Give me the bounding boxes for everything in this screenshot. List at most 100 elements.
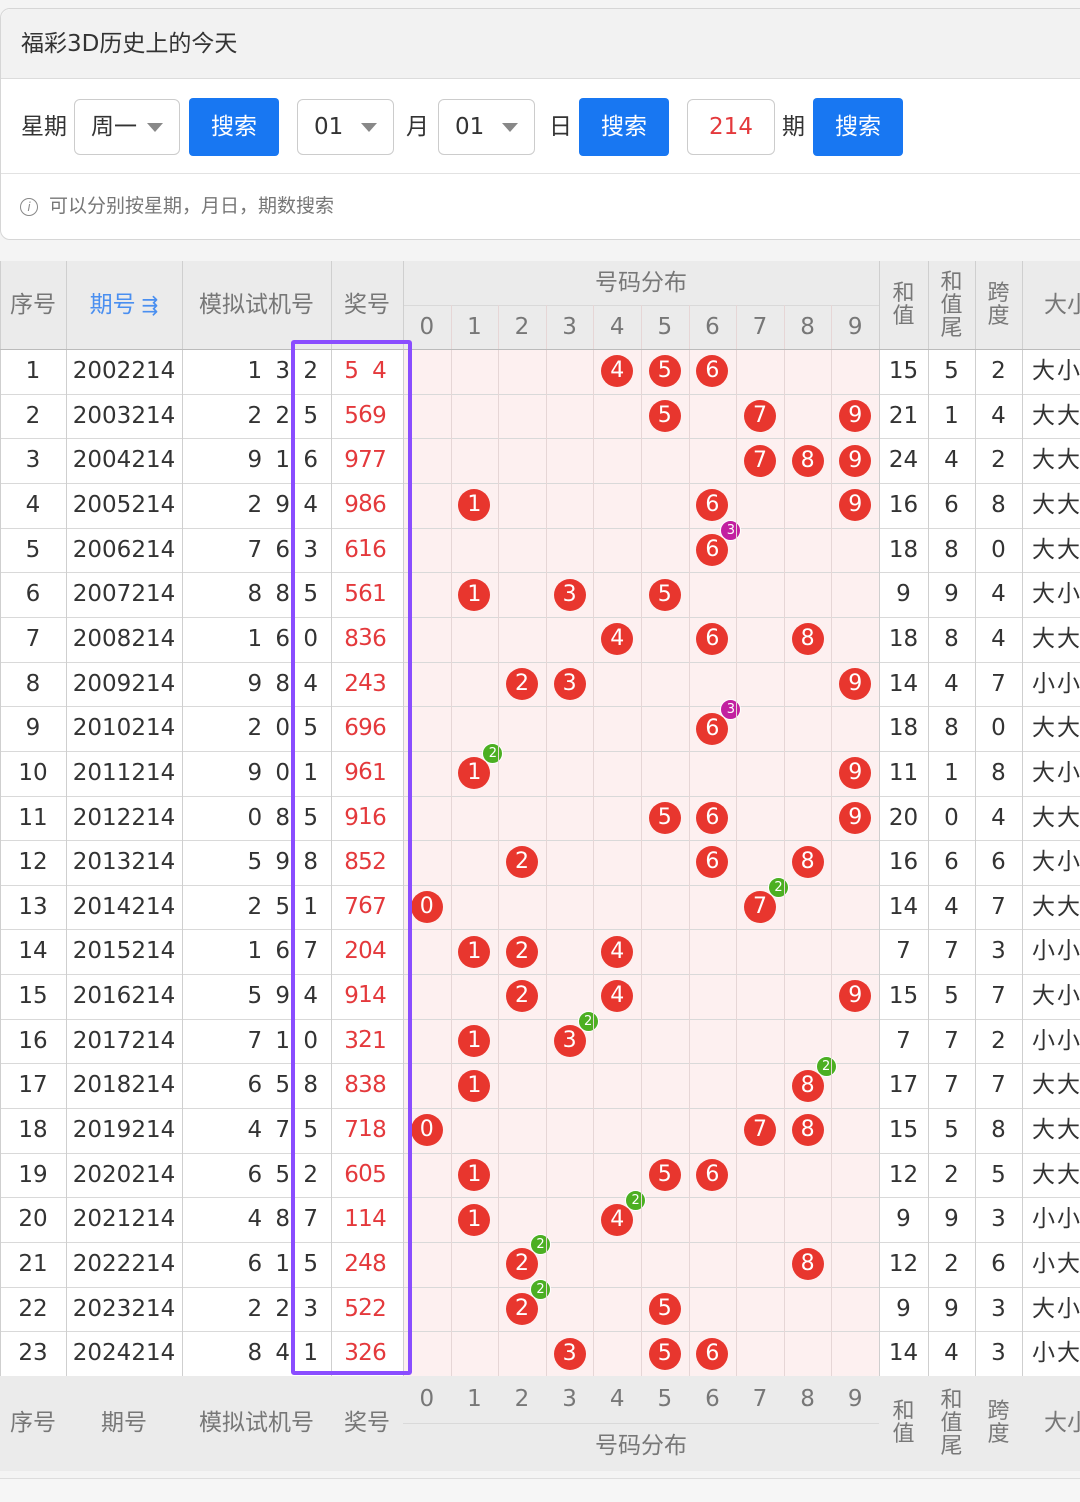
seq-cell: 1 (25, 358, 41, 384)
seq-cell: 15 (18, 983, 48, 1010)
digit-ball: 8 (791, 1248, 824, 1281)
size-cell: 小小 (1032, 670, 1080, 697)
repeat-count-badge: 2 (482, 743, 504, 765)
span-cell: 2 (991, 447, 1006, 474)
issue-header[interactable]: 期号 ⇶ (66, 261, 182, 349)
digit-ball: 4 (601, 355, 634, 388)
issue-cell: 2007214 (72, 581, 176, 608)
digit-header: 2 (498, 305, 546, 349)
prize-number-cell: 5 4 6 (344, 358, 390, 428)
digit-header: 0 (403, 1375, 451, 1424)
day-select[interactable]: 01 (438, 99, 535, 155)
issue-cell: 2012214 (72, 804, 176, 831)
sum-cell: 7 (896, 1027, 911, 1054)
issue-input[interactable]: 214 (687, 99, 775, 155)
digit-ball: 6 (696, 1337, 729, 1370)
digit-ball: 9 (839, 489, 872, 522)
span-cell: 0 (991, 536, 1006, 563)
digit-header: 4 (593, 305, 641, 349)
span-cell: 4 (991, 625, 1006, 652)
sum-cell: 12 (888, 1251, 919, 1277)
digit-ball: 8 (791, 846, 824, 879)
sum-tail-cell: 8 (944, 536, 959, 563)
span-cell: 2 (991, 1027, 1006, 1054)
history-table: 序号 期号 ⇶ 模拟试机号 奖号 号码分布 0 1 2 3 4 5 6 7 8 9 和值 和值尾 跨度 大小 1 2002… (0, 261, 1080, 1471)
issue-header-footer[interactable]: 期号 (66, 1375, 182, 1471)
digit-ball: 6 (696, 623, 729, 656)
trial-number-cell: 6 1 5 (247, 1251, 321, 1277)
size-cell: 大大 (1032, 715, 1080, 742)
weekday-search-button[interactable]: 搜索 (189, 98, 279, 156)
digit-divider (498, 305, 500, 1420)
digit-ball: 9 (839, 801, 872, 834)
seq-header-footer: 序号 (0, 1375, 66, 1471)
row-divider (0, 974, 1080, 976)
sort-icon[interactable]: ⇶ (141, 293, 159, 317)
month-select[interactable]: 01 (297, 99, 394, 155)
trial-number-cell: 5 9 8 (247, 849, 321, 876)
trial-header-footer: 模拟试机号 (182, 1375, 331, 1471)
sum-cell: 18 (888, 536, 919, 563)
digit-ball: 9 (839, 757, 872, 790)
size-cell: 大大 (1032, 625, 1080, 652)
digit-divider (641, 305, 642, 1420)
digit-ball: 6 (696, 355, 729, 388)
weekday-select[interactable]: 周一 (74, 99, 180, 155)
size-cell: 大大 (1032, 402, 1080, 429)
span-header-text: 跨度 (987, 281, 1010, 329)
sum-tail-cell: 2 (944, 1161, 959, 1188)
seq-cell: 8 (25, 670, 41, 697)
sum-cell: 9 (896, 1206, 911, 1233)
size-cell: 大小 (1032, 1295, 1080, 1322)
size-cell: 大小 (1032, 983, 1080, 1010)
sum-tail-cell: 2 (944, 1251, 959, 1277)
digit-header: 5 (641, 305, 689, 349)
digit-ball: 1 (458, 1025, 491, 1058)
row-divider (0, 661, 1080, 663)
sum-cell: 20 (888, 804, 919, 831)
issue-cell: 2015214 (72, 938, 176, 965)
trial-header: 模拟试机号 (182, 261, 331, 349)
issue-cell: 2003214 (72, 402, 176, 429)
sum-cell: 12 (888, 1161, 919, 1188)
digit-ball: 7 (744, 891, 776, 924)
prize-number-cell: 3 1 3 (344, 1027, 390, 1098)
size-cell: 大大 (1032, 491, 1080, 518)
digit-ball: 2 (506, 980, 538, 1013)
column-divider (182, 261, 183, 1471)
digit-divider (593, 305, 595, 1420)
digit-ball: 6 (696, 712, 729, 745)
span-cell: 7 (991, 670, 1006, 697)
chevron-down-icon (502, 123, 518, 132)
sum-tail-cell: 6 (944, 849, 959, 876)
sum-tail-cell: 6 (944, 491, 959, 518)
issue-cell: 2022214 (72, 1251, 176, 1277)
sum-cell: 9 (896, 1295, 911, 1322)
size-cell: 大小 (1032, 849, 1080, 876)
digit-divider (545, 305, 547, 1420)
row-divider (0, 1152, 1080, 1154)
chevron-down-icon (147, 123, 163, 132)
seq-cell: 17 (18, 1072, 48, 1099)
size-cell: 大大 (1032, 893, 1080, 920)
seq-header: 序号 (0, 261, 66, 349)
span-cell: 4 (991, 402, 1006, 429)
digit-divider (831, 305, 833, 1420)
issue-cell: 2008214 (72, 625, 176, 652)
sum-tail-cell: 4 (944, 670, 959, 697)
prize-number-cell: 9 7 8 (344, 447, 390, 518)
prize-number-cell: 7 7 0 (344, 893, 390, 964)
digit-ball: 3 (553, 667, 586, 700)
size-cell: 小大 (1032, 1251, 1080, 1277)
digit-ball: 1 (458, 1203, 491, 1236)
digit-ball: 5 (648, 801, 681, 834)
issue-cell: 2023214 (72, 1295, 176, 1322)
digit-ball: 4 (601, 623, 634, 656)
sum-tail-cell: 5 (944, 983, 959, 1010)
size-cell: 大大 (1032, 1161, 1080, 1188)
issue-search-button[interactable]: 搜索 (813, 98, 903, 156)
trial-number-cell: 0 8 5 (247, 804, 321, 831)
sum-tail-cell: 7 (944, 938, 959, 965)
span-header-text: 跨度 (987, 1399, 1010, 1448)
date-search-button[interactable]: 搜索 (579, 98, 669, 156)
